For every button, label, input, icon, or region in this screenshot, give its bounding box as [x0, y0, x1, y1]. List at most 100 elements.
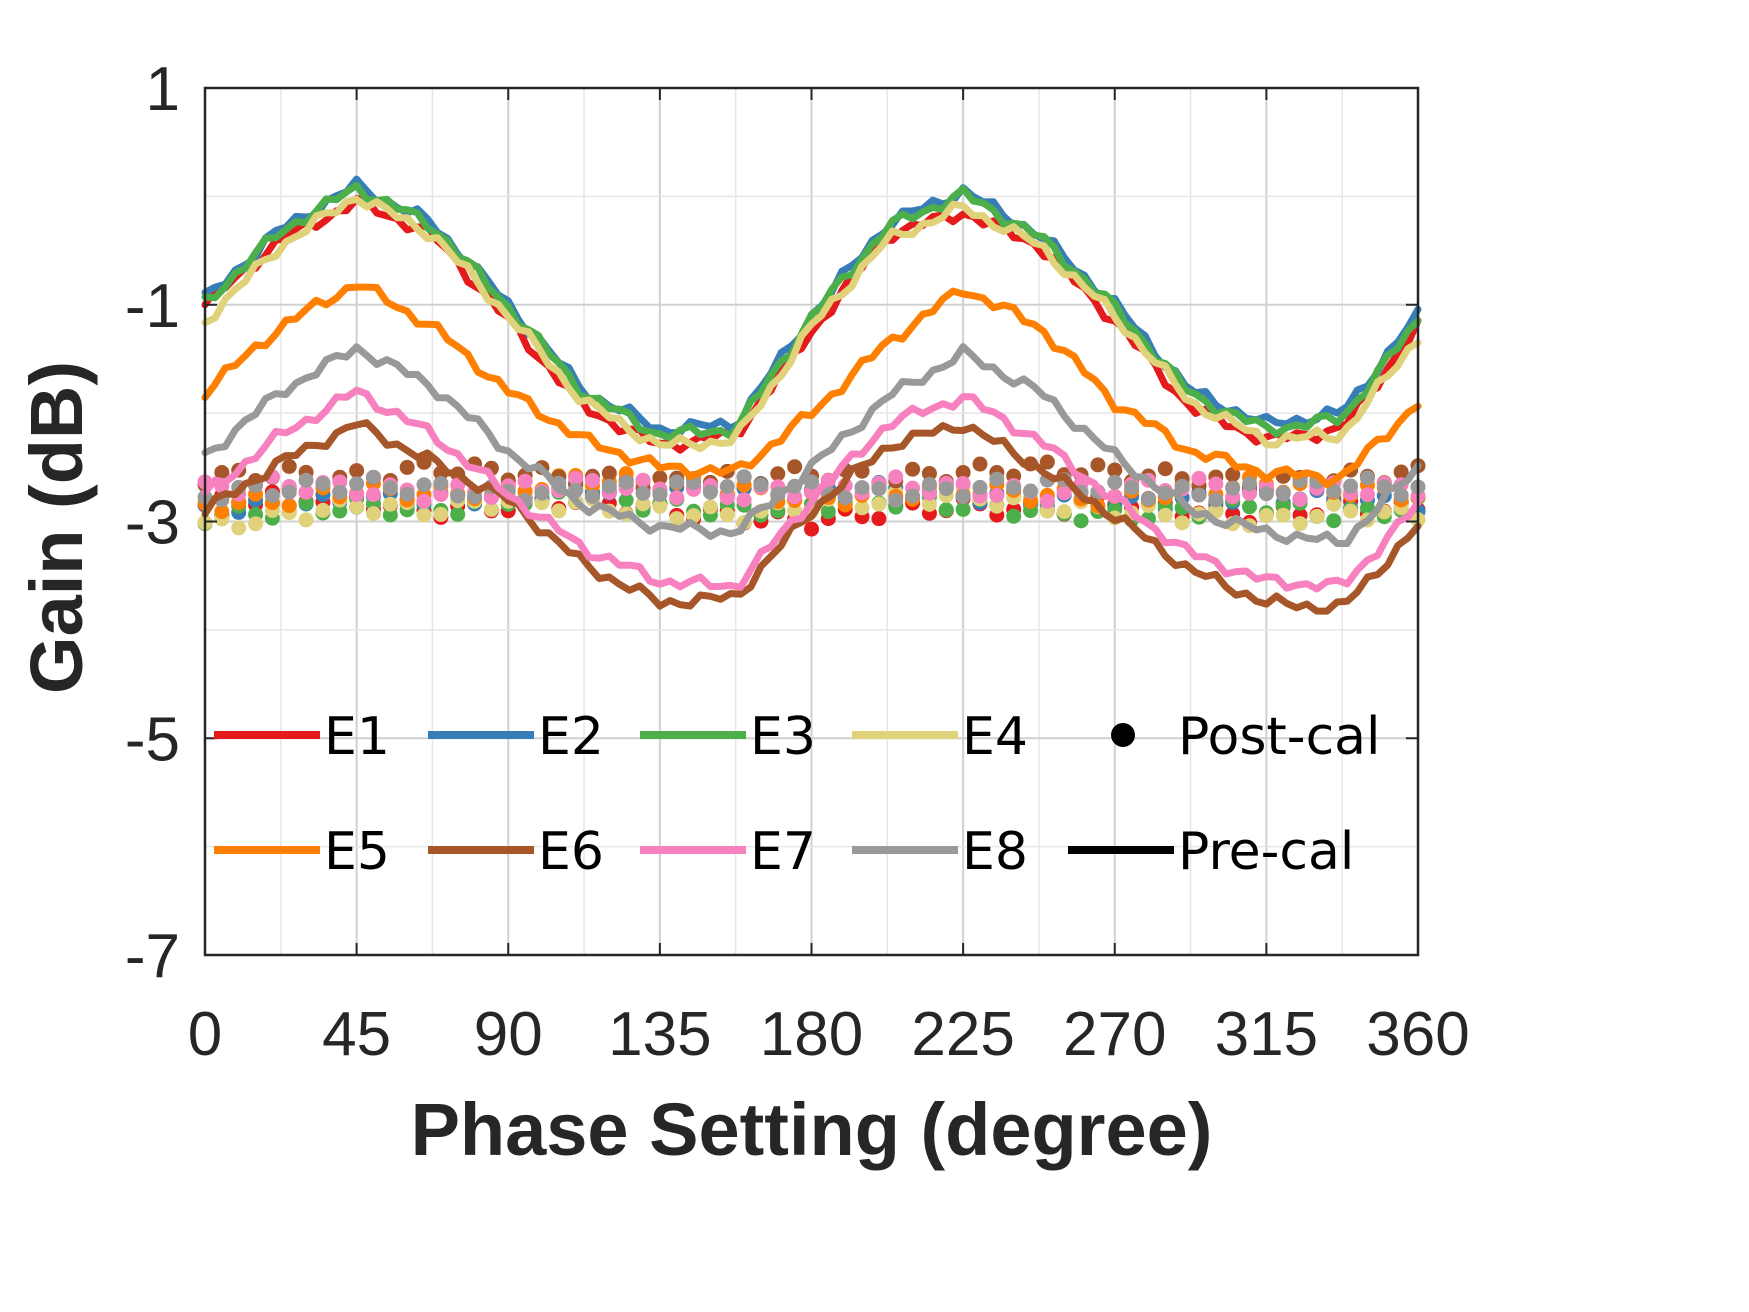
post-cal-point	[787, 489, 803, 505]
y-tick-label: -5	[125, 705, 180, 774]
post-cal-point	[669, 490, 685, 506]
series-layer	[197, 175, 1426, 615]
post-cal-point	[787, 459, 803, 475]
y-tick-label: -1	[125, 272, 180, 341]
post-cal-point	[1258, 508, 1274, 524]
legend-entry-e5: E5	[214, 822, 390, 882]
post-cal-point	[972, 479, 988, 495]
legend-label: E2	[538, 707, 604, 767]
legend-label: E1	[324, 707, 390, 767]
post-cal-point	[349, 476, 365, 492]
legend: E1 E2 E3 E4 Post-cal E5 E6 E7 E8 Pre-cal	[214, 707, 1380, 882]
post-cal-point	[871, 481, 887, 497]
post-cal-point	[450, 506, 466, 522]
post-cal-point	[433, 475, 449, 491]
post-cal-point	[1359, 487, 1375, 503]
legend-entry-e7: E7	[640, 822, 816, 882]
post-cal-point	[1056, 504, 1072, 520]
post-cal-point	[1039, 493, 1055, 509]
legend-entry-e3: E3	[640, 707, 816, 767]
post-cal-point	[365, 487, 381, 503]
post-cal-point	[1157, 461, 1173, 477]
post-cal-point	[871, 511, 887, 527]
series-line-e8	[201, 343, 1422, 547]
series-line-e7	[201, 386, 1422, 593]
post-cal-point	[635, 496, 651, 512]
tick-labels: 0 45 90 135 180 225 270 315 360 1 -1 -3 -5 -7	[125, 55, 1470, 1069]
post-cal-point	[1006, 508, 1022, 524]
post-cal-point	[433, 487, 449, 503]
post-cal-point	[298, 495, 314, 511]
ticks	[204, 87, 1419, 956]
legend-label: E5	[324, 822, 390, 882]
post-cal-point	[214, 504, 230, 520]
x-tick-label: 180	[760, 1000, 863, 1069]
post-cal-point	[601, 465, 617, 481]
legend-entry-e2: E2	[428, 707, 604, 767]
post-cal-point	[753, 477, 769, 493]
x-tick-label: 315	[1215, 1000, 1318, 1069]
post-cal-point	[1292, 491, 1308, 507]
post-cal-point	[635, 472, 651, 488]
post-cal-point	[989, 498, 1005, 514]
post-cal-point	[1275, 507, 1291, 523]
post-cal-point	[1242, 499, 1258, 515]
legend-label: E7	[750, 822, 816, 882]
post-cal-point	[1157, 507, 1173, 523]
post-cal-point	[1326, 483, 1342, 499]
post-cal-point	[989, 471, 1005, 487]
post-cal-point	[1225, 467, 1241, 483]
legend-label: Pre-cal	[1178, 822, 1354, 882]
post-cal-point	[669, 511, 685, 527]
post-cal-point	[1140, 491, 1156, 507]
post-cal-point	[1174, 478, 1190, 494]
post-cal-point	[1006, 480, 1022, 496]
post-cal-point	[719, 507, 735, 523]
x-tick-label: 135	[608, 1000, 711, 1069]
post-cal-point	[298, 512, 314, 528]
post-cal-point	[787, 503, 803, 519]
post-cal-point	[416, 493, 432, 509]
post-cal-point	[1326, 496, 1342, 512]
post-cal-point	[905, 461, 921, 477]
post-cal-point	[871, 496, 887, 512]
post-cal-point	[264, 488, 280, 504]
post-cal-point	[1225, 480, 1241, 496]
post-cal-point	[955, 476, 971, 492]
legend-entry-e6: E6	[428, 822, 604, 882]
post-cal-point	[1393, 464, 1409, 480]
post-cal-point	[921, 496, 937, 512]
legend-entry-e8: E8	[852, 822, 1028, 882]
post-cal-point	[635, 485, 651, 501]
post-cal-point	[450, 488, 466, 504]
post-cal-point	[837, 490, 853, 506]
x-tick-label: 270	[1063, 1000, 1166, 1069]
post-cal-point	[1359, 470, 1375, 486]
post-cal-point	[1056, 485, 1072, 501]
x-axis-title: Phase Setting (degree)	[411, 1088, 1213, 1171]
post-cal-point	[416, 507, 432, 523]
post-cal-point	[281, 484, 297, 500]
post-cal-point	[1242, 476, 1258, 492]
post-cal-point	[955, 464, 971, 480]
post-cal-point	[298, 484, 314, 500]
post-cal-point	[517, 473, 533, 489]
post-cal-point	[1208, 476, 1224, 492]
series-line-e4	[201, 195, 1422, 453]
post-cal-point	[214, 464, 230, 480]
post-cal-point	[382, 496, 398, 512]
post-cal-point	[770, 466, 786, 482]
post-cal-point	[568, 470, 584, 486]
post-cal-point	[989, 487, 1005, 503]
post-cal-point	[399, 459, 415, 475]
post-cal-point	[652, 487, 668, 503]
post-cal-point	[382, 480, 398, 496]
post-cal-point	[315, 476, 331, 492]
post-cal-point	[618, 492, 634, 508]
legend-marker-dot	[1111, 723, 1135, 747]
post-cal-point	[921, 476, 937, 492]
y-tick-label: -7	[125, 922, 180, 991]
post-cal-point	[719, 490, 735, 506]
